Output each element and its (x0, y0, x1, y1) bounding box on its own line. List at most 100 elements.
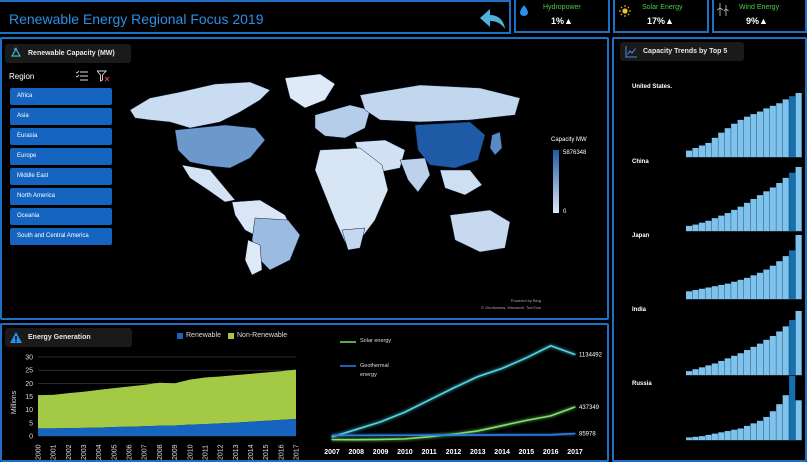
trend-bar (776, 183, 783, 231)
area-x-tick-label: 2002 (66, 444, 73, 460)
area-x-tick-label: 2014 (248, 444, 255, 460)
area-x-tick-label: 2011 (202, 445, 209, 460)
trend-bar (718, 284, 725, 299)
world-choropleth-map[interactable] (120, 70, 540, 275)
trend-bar (789, 376, 796, 440)
capacity-panel-title: Renewable Capacity (MW) (28, 50, 115, 57)
trend-bar (744, 202, 751, 231)
line-x-tick-label: 2010 (397, 449, 413, 456)
region-item-eurasia[interactable]: Eurasia (10, 128, 112, 145)
line-point (331, 436, 333, 438)
trends-panel-title: Capacity Trends by Top 5 (643, 48, 728, 55)
legend-swatch-renewable (177, 332, 183, 339)
line-point (452, 387, 455, 389)
region-slicer-title: Region (9, 72, 35, 81)
trend-label-united-states: United States. (632, 84, 673, 90)
capacity-panel-header: Renewable Capacity (MW) (5, 44, 131, 63)
line-point (501, 425, 503, 427)
water-drop-icon (520, 5, 528, 16)
wind-turbine-icon (717, 3, 729, 16)
kpi-wind: Wind Energy 9%▲ (712, 0, 807, 33)
area-y-tick-label: 25 (25, 368, 33, 375)
area-y-axis-label: Millions (11, 390, 18, 414)
line-end-label: 437349 (579, 405, 600, 411)
trend-bar (711, 137, 718, 157)
region-item-oceania[interactable]: Oceania (10, 208, 112, 225)
trend-bar (789, 96, 796, 157)
kpi-solar: Solar Energy 17%▲ (613, 0, 709, 33)
sun-icon (619, 5, 631, 17)
trend-bar (776, 404, 783, 440)
trend-bar (692, 290, 699, 299)
trend-bar (692, 436, 699, 440)
trend-bar (718, 360, 725, 375)
line-point (501, 434, 503, 436)
trend-bar (718, 132, 725, 157)
line-chart-icon (625, 45, 637, 57)
line-point (525, 434, 527, 436)
area-x-tick-label: 2008 (157, 444, 164, 460)
trend-bar (756, 343, 764, 375)
region-item-europe[interactable]: Europe (10, 148, 112, 165)
trend-bar (750, 275, 757, 299)
page-title: Renewable Energy Regional Focus 2019 (9, 11, 264, 27)
map-region-australia (449, 209, 511, 253)
area-series-nonrenewable (38, 369, 296, 429)
trend-bar (731, 429, 738, 440)
line-x-tick-label: 2014 (494, 449, 510, 456)
trend-bar (776, 261, 783, 299)
region-item-africa[interactable]: Africa (10, 88, 112, 105)
line-x-tick-label: 2013 (470, 449, 486, 456)
area-y-tick-label: 0 (29, 434, 33, 441)
region-item-south-central-america[interactable]: South and Central America (10, 228, 112, 245)
line-point (477, 376, 479, 378)
area-x-tick-label: 2016 (278, 444, 285, 460)
energy-panel-title: Energy Generation (28, 334, 91, 341)
trend-bar (724, 283, 731, 299)
trend-bar (744, 425, 751, 440)
trend-bar (737, 206, 744, 231)
trend-bar (686, 437, 693, 440)
map-region-india (399, 157, 431, 193)
trend-bar (750, 423, 757, 440)
back-arrow-icon[interactable] (478, 6, 508, 32)
line-point (574, 406, 576, 408)
trend-bar (724, 431, 731, 440)
trend-bar (698, 145, 706, 157)
trend-bar (782, 395, 789, 440)
area-y-tick-label: 10 (25, 407, 33, 414)
region-item-middle-east[interactable]: Middle East (10, 168, 112, 185)
trend-label-china: China (632, 159, 649, 165)
area-y-tick-label: 15 (25, 394, 33, 401)
line-point (355, 428, 357, 431)
line-point (452, 434, 455, 436)
multi-select-icon[interactable] (76, 70, 88, 82)
trend-bar (744, 277, 751, 299)
trend-bar (737, 353, 744, 375)
trend-bar (711, 286, 718, 299)
line-point (428, 434, 430, 436)
trend-bar (698, 436, 706, 440)
kpi-value: 17%▲ (647, 16, 674, 26)
trend-bar (769, 105, 776, 157)
line-x-tick-label: 2011 (422, 449, 437, 456)
clear-filter-icon[interactable] (97, 70, 109, 82)
area-x-tick-label: 2017 (294, 444, 301, 460)
line-point (550, 345, 552, 347)
trend-bar (756, 195, 764, 231)
trend-bar (705, 434, 712, 440)
recycle-icon (10, 46, 22, 57)
map-region-south-america-south (244, 239, 263, 275)
trend-bar (705, 287, 712, 299)
region-item-north-america[interactable]: North America (10, 188, 112, 205)
trend-bar (769, 411, 776, 440)
line-point (574, 353, 576, 356)
trend-label-india: India (632, 307, 647, 313)
trend-bar (698, 367, 706, 375)
map-region-usa (174, 124, 266, 169)
line-point (550, 415, 552, 417)
trend-bar (711, 363, 718, 375)
area-y-tick-label: 30 (25, 355, 33, 362)
area-x-tick-label: 2000 (36, 444, 43, 460)
region-item-asia[interactable]: Asia (10, 108, 112, 125)
